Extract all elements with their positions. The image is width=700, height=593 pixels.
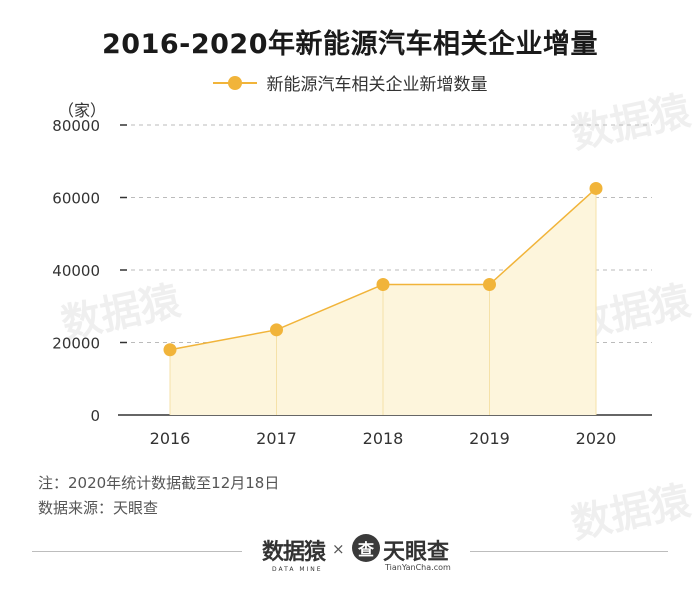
legend: 新能源汽车相关企业新增数量 — [0, 70, 700, 95]
y-tick-label: 40000 — [52, 262, 100, 280]
y-tick-label: 60000 — [52, 190, 100, 208]
footer-divider-left — [32, 551, 242, 552]
x-tick-label: 2016 — [150, 429, 191, 448]
x-tick-label: 2020 — [576, 429, 617, 448]
y-tick-label: 80000 — [52, 117, 100, 135]
drop-lines — [169, 188, 597, 415]
data-point — [270, 323, 283, 337]
datamine-logo-subtitle: DATA MINE — [272, 566, 323, 573]
footer-divider-right — [470, 551, 668, 552]
datamine-logo: 数据猿 — [262, 539, 326, 565]
chart-title: 2016-2020年新能源汽车相关企业增量 — [102, 29, 598, 60]
tianyancha-logo-icon: 查 — [352, 534, 380, 562]
tianyancha-url: TianYanCha.com — [385, 563, 451, 572]
tianyancha-logo: 天眼查 — [383, 540, 450, 565]
y-tick-labels: 0 20000 40000 60000 80000 — [52, 117, 100, 425]
x-tick-label: 2017 — [256, 429, 297, 448]
notes-block: 注：2020年统计数据截至12月18日 数据来源：天眼查 — [38, 471, 279, 521]
x-tick-label: 2019 — [469, 429, 510, 448]
data-point — [483, 278, 496, 291]
data-point — [163, 343, 177, 357]
data-point — [589, 181, 603, 195]
x-tick-labels: 2016 2017 2018 2019 2020 — [150, 429, 617, 448]
data-source: 数据来源：天眼查 — [38, 499, 159, 517]
data-point — [376, 278, 390, 291]
y-tick-label: 20000 — [52, 335, 100, 353]
footnote: 注：2020年统计数据截至12月18日 — [38, 474, 280, 492]
legend-marker-icon — [212, 75, 257, 91]
legend-label: 新能源汽车相关企业新增数量 — [266, 75, 488, 95]
y-tick-label: 0 — [90, 407, 100, 425]
data-points — [163, 181, 603, 357]
x-tick-label: 2018 — [363, 429, 404, 448]
brand-separator: × — [332, 540, 345, 558]
y-axis-unit: （家） — [58, 101, 107, 120]
